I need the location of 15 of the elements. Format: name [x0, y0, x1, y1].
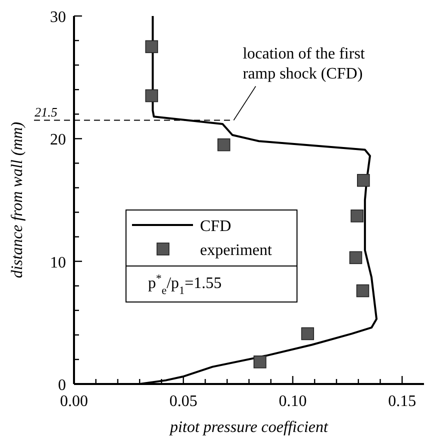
- y-tick-label: 0: [58, 377, 66, 394]
- y-axis-title: distance from wall (mm): [9, 122, 26, 278]
- x-tick-label: 0.15: [388, 393, 416, 410]
- y-tick-label: 20: [50, 132, 66, 149]
- x-tick-label: 0.10: [278, 393, 307, 410]
- legend-label: CFD: [200, 218, 232, 235]
- annotation: p$^{*}$$_{e}$/p$_{1}$=1.55: [148, 273, 222, 297]
- annotation: location of the first ramp shock (CFD): [242, 45, 366, 82]
- legend-label: experiment: [200, 242, 273, 259]
- ref-line-label: 21.5: [34, 104, 58, 120]
- y-tick-label: 10: [50, 254, 66, 272]
- x-tick-label: 0.00: [60, 393, 88, 410]
- y-tick-label: 30: [50, 9, 66, 26]
- x-tick-label: 0.05: [169, 393, 198, 410]
- x-axis-title: pitot pressure coefficient: [169, 419, 328, 436]
